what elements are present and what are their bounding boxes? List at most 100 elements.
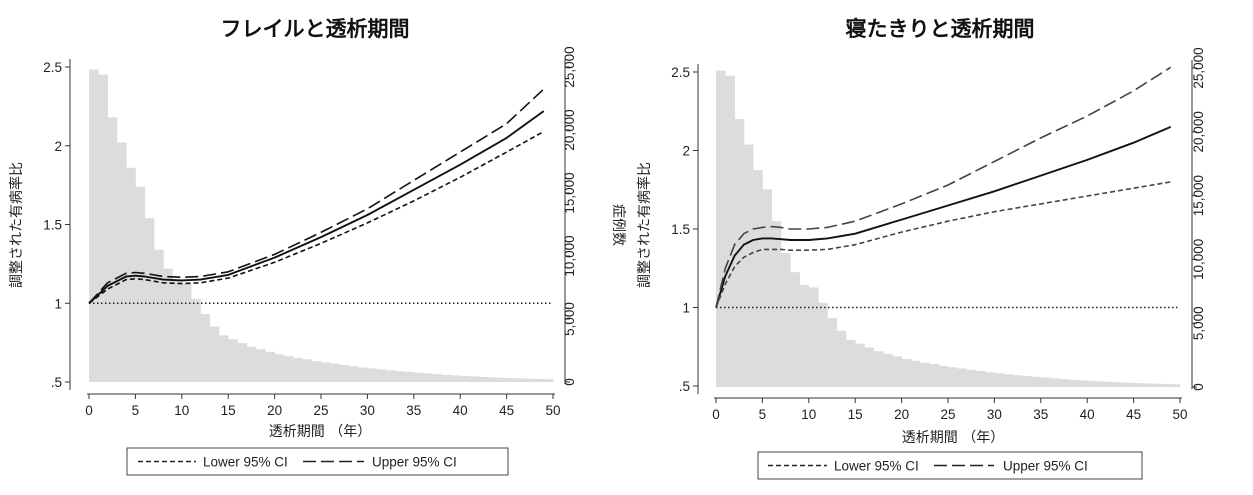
histogram-bar [98,74,108,382]
histogram-bar [855,343,865,387]
y2-tick-label: 10,000 [562,235,577,276]
histogram-bar [883,353,893,387]
histogram-bar [762,189,773,387]
x-tick-label: 45 [499,403,514,418]
legend-box [126,447,509,476]
histogram-bar [441,374,452,382]
histogram-bar [209,326,220,382]
x-tick-label: 35 [1033,407,1048,422]
histogram-bar [525,378,535,382]
x-tick-label: 50 [545,403,560,418]
histogram-bar [200,313,211,382]
y2-tick-label: 20,000 [1191,111,1206,152]
y2-tick-label: 10,000 [1191,239,1206,280]
x-tick-label: 10 [174,403,189,418]
x-tick-label: 40 [453,403,468,418]
histogram-bar [144,218,155,382]
y-tick-label: 1 [682,301,690,316]
histogram-bar [1022,376,1032,387]
histogram-bar [506,378,517,382]
x-axis-label: 透析期間 （年） [269,424,371,440]
legend-lower-label: Lower 95% CI [834,459,919,474]
upper-ci-line [88,88,545,304]
upper-ci-line [715,66,1172,308]
histogram-bar [172,281,183,382]
y2-axis-label: 症例数 [610,204,626,246]
y2-tick-label: 0 [1191,383,1206,391]
histogram-bar [413,372,424,382]
y2-tick-label: 0 [562,378,577,386]
histogram-bar [283,356,294,382]
histogram-bar [790,272,800,387]
histogram-bar [497,377,507,382]
x-tick-label: 40 [1080,407,1095,422]
histogram-bar [1133,383,1144,387]
histogram-bar [237,342,248,382]
histogram-bar [1003,374,1014,387]
left-chart-panel: フレイルと透析期間 .5 1 1.5 2 2.5 0 5,000 10,000 15,000 20,… [8,17,626,476]
histogram-bar [367,368,378,382]
histogram-bar [311,361,322,382]
estimate-line [715,126,1172,308]
histogram-bar [1170,384,1181,387]
histogram-bar [1115,382,1125,387]
x-tick-label: 5 [132,403,140,418]
y2-tick-label: 25,000 [1191,47,1206,88]
y-tick-label: 2 [54,139,62,154]
x-tick-label: 20 [894,407,909,422]
histogram-bar [450,375,461,382]
lower-ci-line [88,130,545,304]
histogram-bar [753,170,763,387]
histogram-bar [469,376,480,382]
histogram-bar [181,283,192,382]
y-tick-label: 1.5 [43,218,62,233]
histogram-bar [246,346,257,382]
y-tick-label: 2.5 [671,65,690,80]
histogram-bar [845,339,856,387]
y2-tick-label: 15,000 [562,172,577,213]
histogram-bar [920,362,930,387]
histogram-bar [1142,383,1153,387]
histogram-bar [358,367,368,382]
histogram-bar [163,268,173,382]
y2-tick-label: 5,000 [1191,306,1206,340]
histogram-bar [957,368,967,387]
histogram-bar [153,249,164,382]
histogram-bar [423,373,433,382]
right-chart-panel: 寝たきりと透析期間 .5 1 1.5 2 2.5 0 5,000 10,000 15,000 20,… [636,17,1206,480]
y2-tick-label: 5,000 [562,302,577,336]
y-tick-label: .5 [679,379,690,394]
histogram-bar [256,349,266,382]
histogram-bar [827,318,838,387]
x-tick-label: 0 [712,407,720,422]
histogram-bar [376,369,387,382]
histogram-bar [873,351,884,387]
x-tick-label: 35 [406,403,421,418]
histogram-bar [1124,382,1134,387]
y-axis-label: 調整された有病率比 [636,162,653,288]
histogram-bar [1050,378,1060,387]
histogram-bar [302,359,313,382]
histogram-bar [1096,381,1107,387]
histogram-bar [1031,376,1042,387]
y-tick-label: .5 [51,375,62,390]
histogram-bar [892,356,902,387]
histogram-bar [966,369,977,387]
x-axis-label: 透析期間 （年） [902,430,1004,446]
histogram-bar [994,373,1005,387]
y-tick-label: 1.5 [671,222,690,237]
histogram-bar [191,298,201,382]
y-tick-label: 2 [682,144,690,159]
histogram-bar [1012,375,1023,387]
histogram-bar [1152,383,1162,387]
histogram-bar [938,365,949,387]
histogram-bar [348,366,359,382]
histogram-bar [975,371,986,387]
histogram-bar [395,371,405,382]
histogram-bar [780,253,791,387]
histogram-bar [385,370,396,382]
histogram-bar [716,70,726,387]
y-axis-label: 調整された有病率比 [8,162,25,288]
x-tick-label: 5 [759,407,767,422]
x-tick-label: 50 [1172,407,1187,422]
